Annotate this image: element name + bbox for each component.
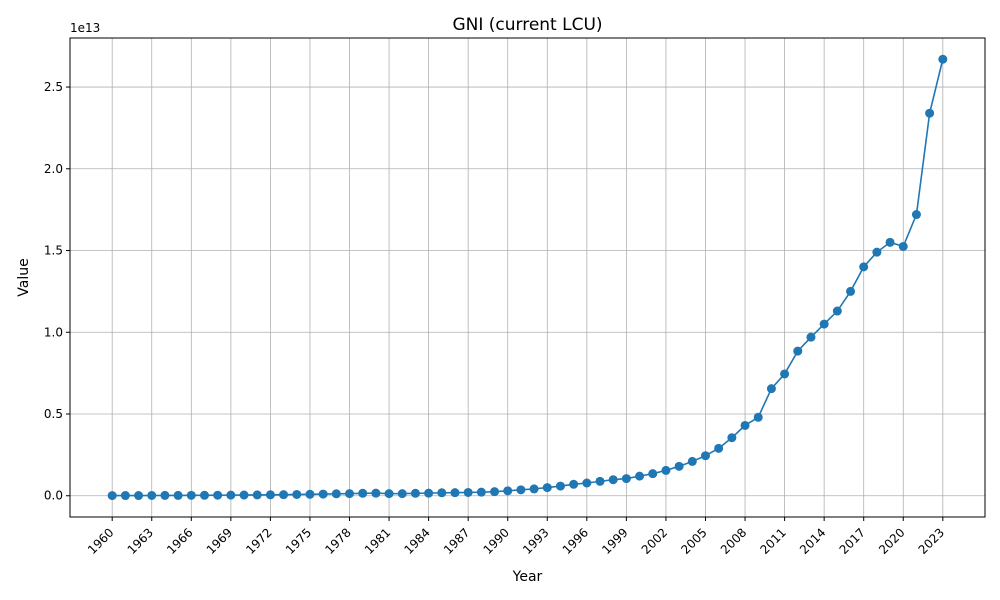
data-point <box>595 476 605 486</box>
data-point <box>648 469 658 479</box>
data-point <box>635 471 645 481</box>
series <box>107 54 948 501</box>
grid <box>70 38 985 517</box>
data-point <box>134 491 144 501</box>
data-point <box>410 488 420 498</box>
data-point <box>239 490 249 500</box>
y-axis-label: Value <box>16 258 32 296</box>
data-point <box>279 490 289 500</box>
data-point <box>938 54 948 64</box>
data-point <box>608 475 618 485</box>
data-point <box>740 420 750 430</box>
data-point <box>463 487 473 497</box>
data-point <box>345 489 355 499</box>
y-tick-label: 1.0 <box>44 325 63 339</box>
data-point <box>582 478 592 488</box>
data-point <box>199 490 209 500</box>
data-point <box>727 433 737 443</box>
data-point <box>700 451 710 461</box>
series-line <box>112 59 944 497</box>
y-tick-label: 2.5 <box>44 80 63 94</box>
data-point <box>476 487 486 497</box>
data-point <box>793 346 803 356</box>
data-point <box>846 286 856 296</box>
data-point <box>516 485 526 495</box>
data-point <box>753 412 763 422</box>
data-point <box>147 490 157 500</box>
data-point <box>107 491 117 501</box>
data-point <box>213 490 223 500</box>
data-point <box>305 489 315 499</box>
data-point <box>621 474 631 484</box>
data-point <box>173 490 183 500</box>
data-point <box>780 369 790 379</box>
data-point <box>450 488 460 498</box>
data-point <box>397 489 407 499</box>
data-point <box>424 488 434 498</box>
plot-frame <box>69 37 986 518</box>
data-point <box>766 384 776 394</box>
chart-title: GNI (current LCU) <box>452 15 602 35</box>
data-point <box>318 489 328 499</box>
data-point <box>661 465 671 475</box>
y-tick-label: 0.5 <box>44 407 63 421</box>
data-point <box>371 488 381 498</box>
data-point <box>542 483 552 493</box>
data-point <box>358 488 368 498</box>
data-point <box>292 489 302 499</box>
data-point <box>687 456 697 466</box>
data-point <box>490 487 500 497</box>
data-point <box>437 488 447 498</box>
data-point <box>120 491 130 501</box>
data-point <box>265 490 275 500</box>
data-point <box>898 241 908 251</box>
data-point <box>925 108 935 118</box>
y-axis-ticks: 0.0 0.5 1.0 1.5 2.0 2.5 <box>44 80 70 503</box>
data-point <box>885 237 895 247</box>
data-point <box>911 210 921 220</box>
data-point <box>186 490 196 500</box>
x-axis-label: Year <box>512 569 543 585</box>
data-point <box>555 481 565 491</box>
data-point <box>226 490 236 500</box>
data-point <box>569 479 579 489</box>
data-point <box>252 490 262 500</box>
data-point <box>819 319 829 329</box>
data-point <box>529 484 539 494</box>
data-point <box>160 490 170 500</box>
y-tick-label: 0.0 <box>44 489 63 503</box>
data-point <box>331 489 341 499</box>
data-point <box>674 461 684 471</box>
y-axis-offset-label: 1e13 <box>70 21 100 35</box>
y-tick-label: 1.5 <box>44 244 63 258</box>
data-point <box>806 332 816 342</box>
data-point <box>503 486 513 496</box>
data-point <box>832 306 842 316</box>
y-tick-label: 2.0 <box>44 162 63 176</box>
data-point <box>872 247 882 257</box>
data-point <box>859 262 869 272</box>
data-point <box>384 489 394 499</box>
data-point <box>714 443 724 453</box>
